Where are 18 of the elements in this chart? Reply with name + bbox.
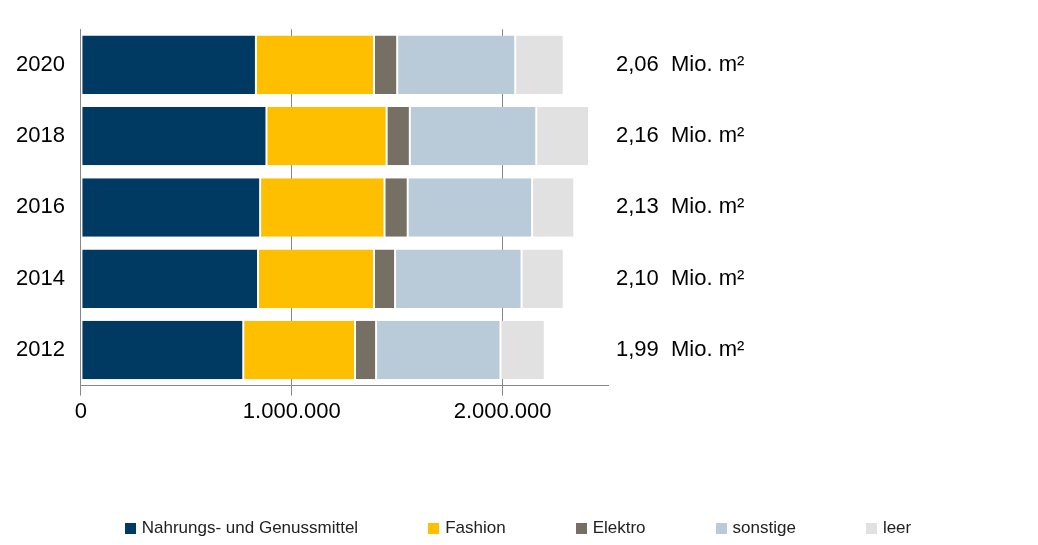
text: 2,13 Mio. m² <box>616 193 745 219</box>
x-tick-label: 1.000.000 <box>242 397 341 423</box>
y-tick-label: 2020 <box>15 50 65 76</box>
y-tick-label: 2012 <box>15 336 65 362</box>
text: 2,16 Mio. m² <box>616 122 745 148</box>
text: 2,06 Mio. m² <box>616 50 745 76</box>
text: 2,10 Mio. m² <box>616 264 745 290</box>
x-tick-label: 2.000.000 <box>453 397 552 423</box>
y-tick-label: 2016 <box>15 193 65 219</box>
legend-label: sonstige <box>732 518 796 538</box>
y-tick-label: 2014 <box>15 264 65 290</box>
legend-label: leer <box>882 518 912 538</box>
y-tick-label: 2018 <box>15 122 65 148</box>
legend-label: Fashion <box>445 518 506 538</box>
x-tick-label: 0 <box>74 397 88 423</box>
text: 1,99 Mio. m² <box>616 336 745 362</box>
legend-label: Elektro <box>592 518 646 538</box>
legend-label: Nahrungs- und Genussmittel <box>141 518 359 538</box>
